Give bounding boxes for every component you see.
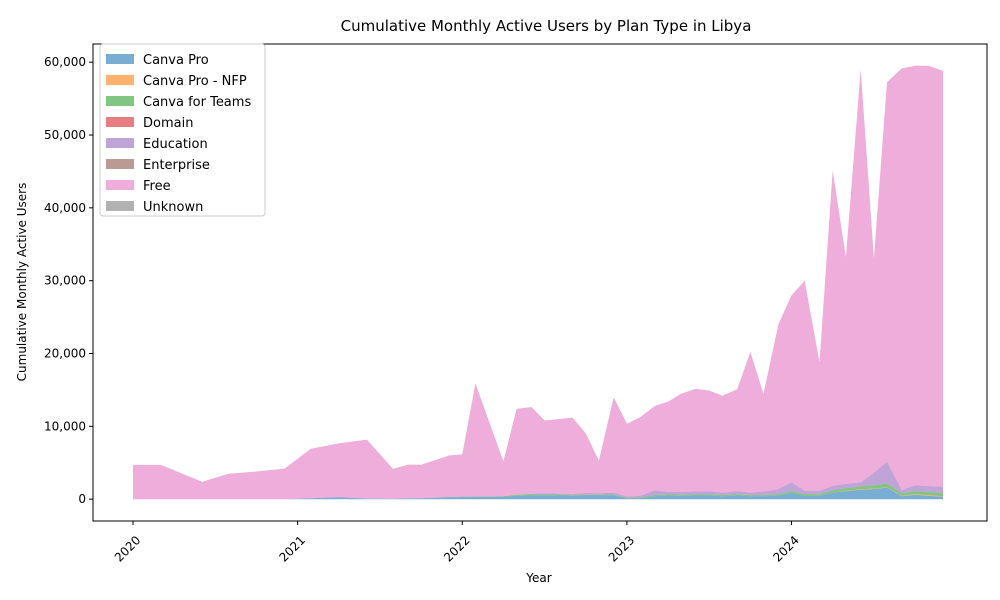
legend-swatch [106, 75, 134, 85]
area-free [133, 65, 943, 500]
legend-swatch [106, 54, 134, 64]
legend-box [99, 43, 266, 217]
legend-swatch [106, 201, 134, 211]
legend-swatch [106, 117, 134, 127]
y-tick-label: 10,000 [44, 419, 86, 433]
plot-frame [92, 43, 988, 522]
y-tick-label: 0 [78, 492, 86, 506]
y-axis-label: Cumulative Monthly Active Users [15, 183, 29, 382]
y-tick-label: 20,000 [44, 347, 86, 361]
x-axis-label: Year [525, 571, 551, 585]
legend-swatch [106, 159, 134, 169]
legend-label: Canva for Teams [143, 95, 251, 110]
legend-swatch [106, 138, 134, 148]
y-axis-ticks: 0 10,000 20,000 30,000 40,000 50,000 60,000 [44, 55, 93, 506]
x-tick-label: 2021 [276, 533, 307, 564]
legend-label: Education [143, 137, 208, 152]
y-tick-label: 50,000 [44, 128, 86, 142]
x-tick-label: 2022 [441, 533, 472, 564]
y-tick-label: 60,000 [44, 55, 86, 69]
x-tick-label: 2020 [112, 533, 143, 564]
legend-label: Enterprise [143, 158, 210, 173]
y-tick-label: 40,000 [44, 201, 86, 215]
area-canva-pro [133, 487, 943, 500]
legend: Canva Pro Canva Pro - NFP Canva for Teams D… [99, 43, 266, 217]
legend-label: Domain [143, 116, 193, 131]
legend-swatch [106, 96, 134, 106]
legend-swatch [106, 180, 134, 190]
x-tick-label: 2023 [606, 533, 637, 564]
x-axis-ticks: 2020 2021 2022 2023 2024 [112, 521, 802, 565]
area-canva-for-teams [133, 483, 943, 500]
legend-label: Unknown [143, 200, 203, 215]
legend-label: Canva Pro [143, 53, 209, 68]
y-tick-label: 30,000 [44, 274, 86, 288]
x-tick-label: 2024 [770, 533, 801, 564]
chart-title: Cumulative Monthly Active Users by Plan … [341, 17, 752, 35]
series-areas [133, 65, 943, 500]
legend-label: Canva Pro - NFP [143, 74, 247, 89]
legend-label: Free [143, 179, 171, 194]
